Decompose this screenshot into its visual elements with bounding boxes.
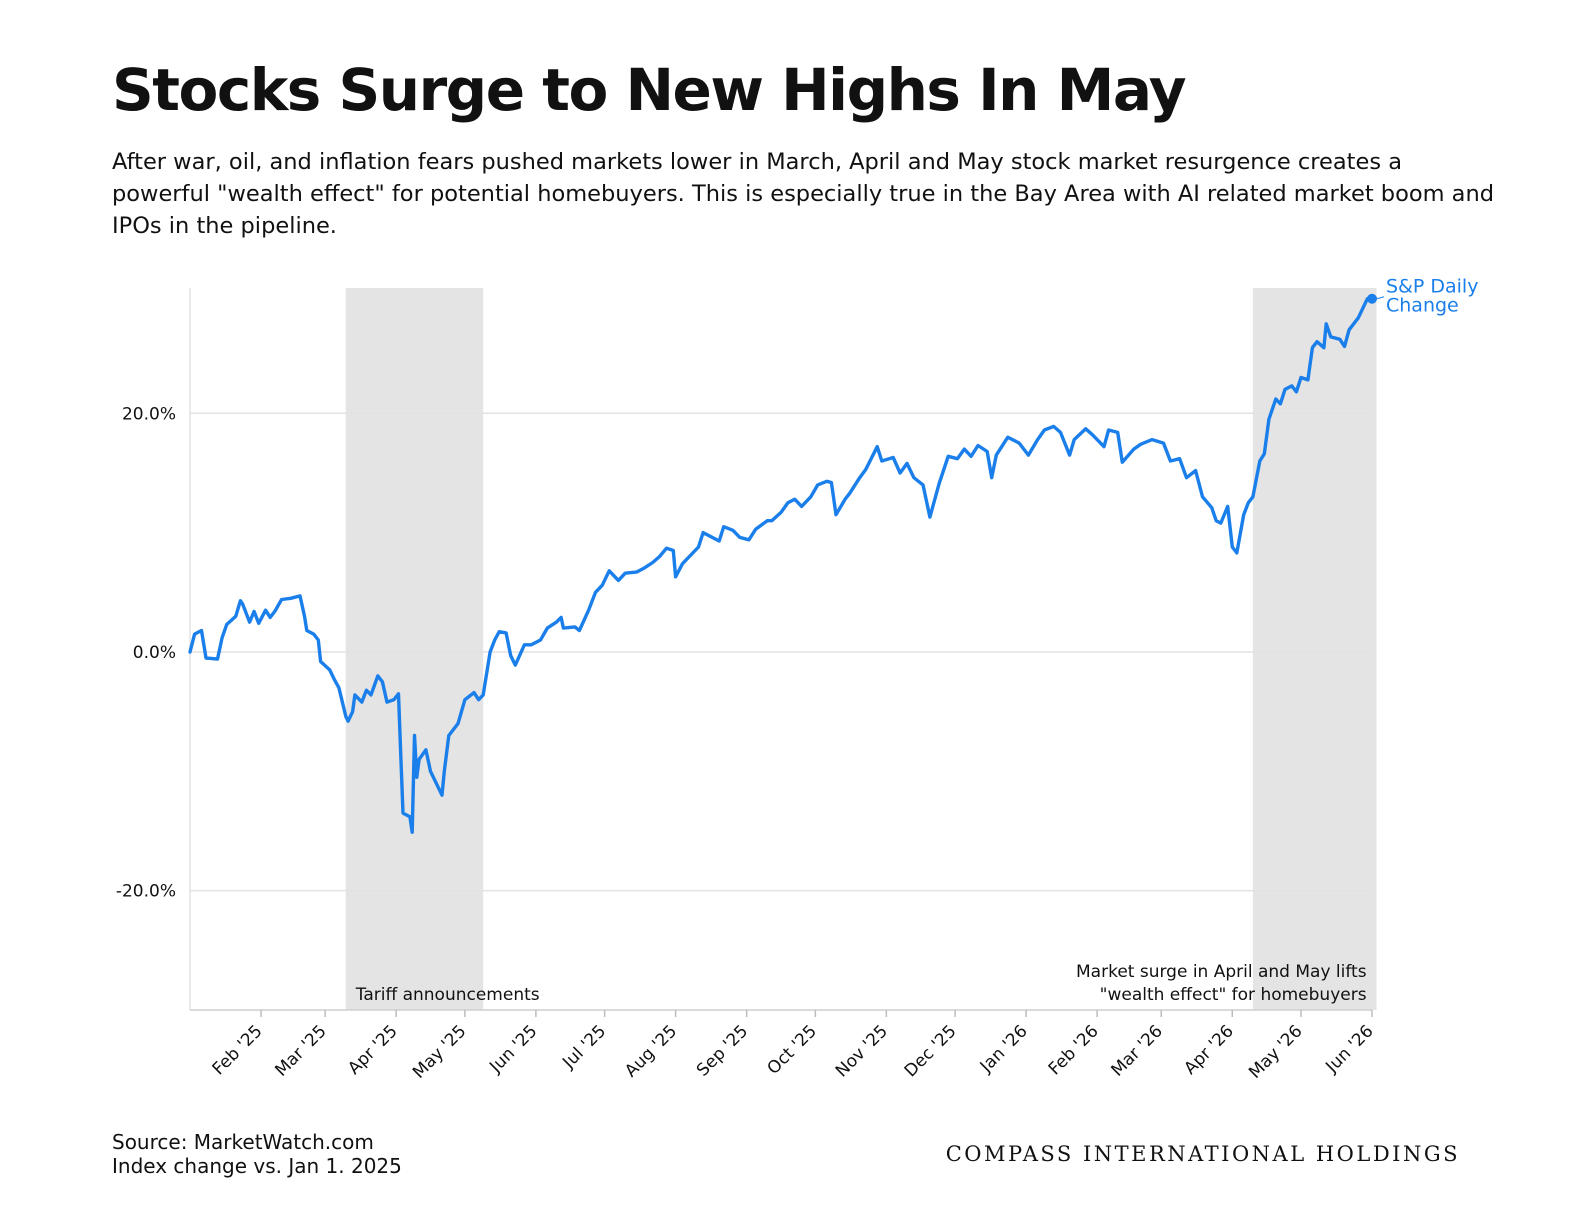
x-tick-label: Mar '26: [1108, 1021, 1167, 1080]
x-tick-label: Jun '26: [1321, 1021, 1377, 1077]
series-line: [188, 297, 1374, 834]
index-note: Index change vs. Jan 1. 2025: [112, 1154, 402, 1178]
x-tick-label: Jun '25: [485, 1021, 541, 1077]
series-end-point: [1367, 293, 1377, 304]
x-tick-label: Mar '25: [271, 1021, 330, 1080]
shaded-region-2: [1252, 288, 1377, 1010]
x-tick-label: Nov '25: [832, 1021, 892, 1081]
y-tick-label: -20.0%: [116, 882, 176, 902]
chart-labels: Tariff announcements Market surge in Apri…: [355, 276, 1479, 1005]
series-label-leader: [1376, 296, 1385, 300]
gridlines: [190, 412, 1372, 892]
series-label: Change: [1386, 295, 1459, 317]
series-label: S&P Daily: [1386, 276, 1478, 298]
x-tick-label: Oct '25: [764, 1021, 821, 1078]
source-line: Source: MarketWatch.com: [112, 1130, 374, 1154]
x-tick-label: Dec '25: [901, 1021, 961, 1081]
x-tick-label: Feb '26: [1045, 1021, 1103, 1079]
chart-title: Stocks Surge to New Highs In May: [112, 56, 1187, 124]
line-chart: 20.0%0.0%-20.0%Feb '25 Mar '25 Apr '25 May …: [116, 276, 1479, 1083]
x-tick-label: Apr '25: [344, 1021, 401, 1078]
x-tick-label: Jul '25: [558, 1021, 610, 1073]
shaded-region-label-2: Market surge in April and May lifts: [1076, 962, 1367, 982]
chart-subtitle: After war, oil, and inflation fears push…: [112, 149, 1495, 239]
y-tick-label: 0.0%: [133, 643, 176, 663]
x-tick-label: May '25: [409, 1021, 470, 1082]
shaded-regions: [345, 288, 1377, 1010]
shaded-region-label-2: "wealth effect" for homebuyers: [1100, 985, 1367, 1005]
x-tick-label: May '26: [1245, 1021, 1306, 1082]
shaded-region-label-1: Tariff announcements: [355, 985, 540, 1005]
y-tick-label: 20.0%: [122, 404, 176, 424]
brand-wordmark: COMPASS INTERNATIONAL HOLDINGS: [945, 1142, 1460, 1166]
shaded-region-1: [345, 288, 484, 1010]
x-tick-label: Apr '26: [1180, 1021, 1237, 1078]
x-tick-label: Aug '25: [621, 1021, 681, 1081]
series-layer: [188, 293, 1385, 834]
x-tick-label: Feb '25: [209, 1021, 267, 1079]
x-tick-label: Jan '26: [976, 1021, 1032, 1077]
source-note: Source: MarketWatch.com Index change vs.…: [112, 1130, 402, 1178]
x-tick-label: Sep '25: [693, 1021, 752, 1080]
